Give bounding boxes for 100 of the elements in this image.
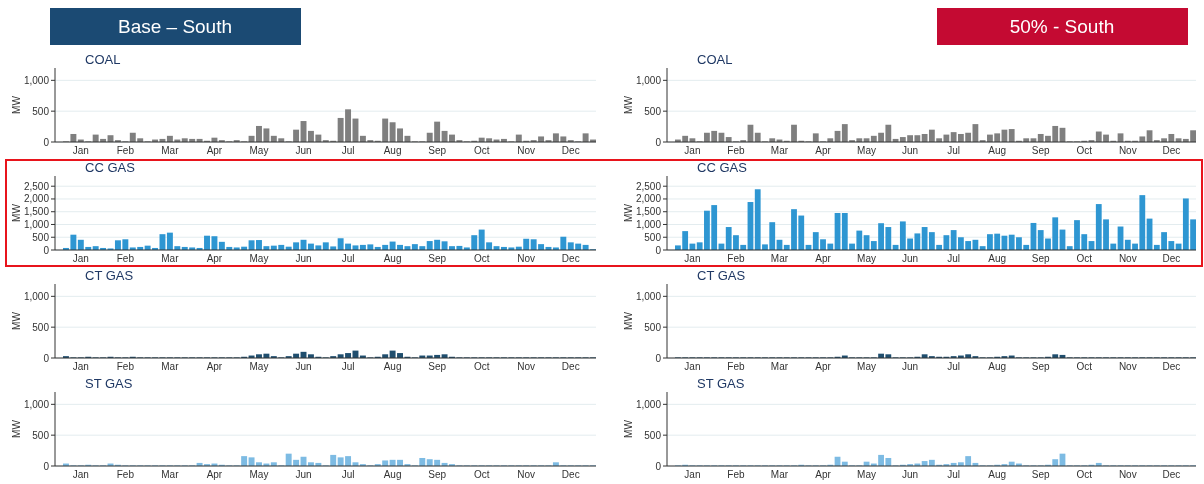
y-tick-label: 500 (644, 231, 662, 243)
x-tick-label: Oct (1076, 253, 1093, 264)
chart-title: ST GAS (85, 376, 133, 391)
chart-subtitle: Base – South (117, 16, 233, 37)
x-tick-label: Apr (815, 145, 832, 156)
chart-title: COAL (85, 52, 121, 67)
x-tick-label: Jan (684, 361, 701, 372)
x-tick-label: Jun (902, 361, 919, 372)
x-tick-label: May (249, 361, 269, 372)
x-tick-label: May (857, 145, 877, 156)
x-tick-label: Jan (684, 469, 701, 480)
x-tick-label: May (249, 253, 269, 264)
y-axis-title: MW (11, 95, 22, 114)
y-axis-title: MW (11, 419, 22, 438)
x-tick-label: Sep (1031, 469, 1051, 480)
x-tick-label: Apr (206, 469, 223, 480)
x-tick-label: Sep (1031, 145, 1051, 156)
y-tick-label: 1,000 (635, 74, 662, 86)
x-tick-label: Jan (72, 145, 89, 156)
x-tick-label: Jul (947, 469, 961, 480)
x-tick-label: Apr (206, 145, 223, 156)
y-tick-label: 1,000 (635, 290, 662, 302)
x-tick-label: Jun (295, 145, 312, 156)
x-tick-label: Nov (1118, 361, 1137, 372)
x-tick-label: Nov (517, 145, 536, 156)
y-tick-label: 500 (32, 231, 50, 243)
x-tick-label: Dec (561, 145, 580, 156)
y-tick-label: 1,500 (635, 206, 662, 218)
x-tick-label: May (857, 469, 877, 480)
x-tick-label: Jul (947, 145, 961, 156)
y-axis-title: MW (11, 311, 22, 330)
x-tick-label: Dec (561, 361, 580, 372)
x-tick-label: Feb (727, 253, 746, 264)
y-tick-label: 2,500 (23, 180, 50, 192)
x-tick-label: May (249, 469, 269, 480)
x-tick-label: Apr (815, 253, 832, 264)
x-tick-label: Oct (1076, 145, 1093, 156)
x-tick-label: Mar (770, 145, 789, 156)
y-tick-label: 1,000 (23, 74, 50, 86)
y-tick-label: 500 (644, 429, 662, 441)
x-tick-label: May (857, 361, 877, 372)
x-tick-label: Jan (684, 253, 701, 264)
x-tick-label: Sep (428, 253, 447, 264)
y-axis-title: MW (623, 95, 634, 114)
x-tick-label: Jan (72, 469, 89, 480)
x-tick-label: Oct (1076, 469, 1093, 480)
x-tick-label: Dec (561, 253, 580, 264)
x-tick-label: Jun (295, 469, 312, 480)
y-tick-label: 0 (43, 136, 50, 148)
x-tick-label: Feb (727, 145, 746, 156)
x-tick-label: Dec (1162, 361, 1181, 372)
x-tick-label: Nov (1118, 145, 1137, 156)
x-tick-label: Feb (727, 469, 746, 480)
chart-title: CC GAS (85, 160, 136, 175)
x-tick-label: Sep (428, 469, 447, 480)
x-tick-label: Feb (116, 361, 135, 372)
x-tick-label: Apr (815, 361, 832, 372)
x-tick-label: Nov (517, 253, 536, 264)
x-tick-label: Feb (727, 361, 746, 372)
x-tick-label: Aug (383, 469, 402, 480)
x-tick-label: Jul (341, 253, 355, 264)
y-tick-label: 500 (644, 321, 662, 333)
x-tick-label: Dec (1162, 469, 1181, 480)
x-tick-label: Feb (116, 253, 135, 264)
x-tick-label: Jan (684, 145, 701, 156)
y-tick-label: 2,500 (635, 180, 662, 192)
y-tick-label: 500 (32, 321, 50, 333)
y-tick-label: 1,000 (635, 218, 662, 230)
y-tick-label: 500 (32, 429, 50, 441)
y-axis-title: MW (623, 203, 634, 222)
x-tick-label: Jun (902, 469, 919, 480)
x-tick-label: Apr (206, 253, 223, 264)
y-tick-label: 500 (644, 105, 662, 117)
x-tick-label: Dec (1162, 145, 1181, 156)
x-tick-label: Sep (1031, 361, 1051, 372)
x-tick-label: Jan (72, 253, 89, 264)
x-tick-label: May (249, 145, 269, 156)
x-tick-label: Mar (161, 361, 180, 372)
chart-title: CT GAS (85, 268, 134, 283)
x-tick-label: Aug (988, 361, 1007, 372)
x-tick-label: May (857, 253, 877, 264)
y-axis-title: MW (11, 203, 22, 222)
y-tick-label: 1,500 (23, 206, 50, 218)
y-tick-label: 0 (655, 460, 662, 472)
x-tick-label: Oct (1076, 361, 1093, 372)
x-tick-label: Feb (116, 145, 135, 156)
x-tick-label: Jun (902, 145, 919, 156)
y-tick-label: 0 (655, 244, 662, 256)
x-tick-label: Apr (815, 469, 832, 480)
x-tick-label: Oct (473, 469, 490, 480)
y-tick-label: 2,000 (23, 193, 50, 205)
y-tick-label: 1,000 (23, 218, 50, 230)
x-tick-label: Dec (561, 469, 580, 480)
y-axis-title: MW (623, 419, 634, 438)
x-tick-label: Mar (161, 145, 180, 156)
x-tick-label: Apr (206, 361, 223, 372)
y-tick-label: 2,000 (635, 193, 662, 205)
x-tick-label: Jan (72, 361, 89, 372)
x-tick-label: Jul (341, 145, 355, 156)
y-tick-label: 500 (32, 105, 50, 117)
